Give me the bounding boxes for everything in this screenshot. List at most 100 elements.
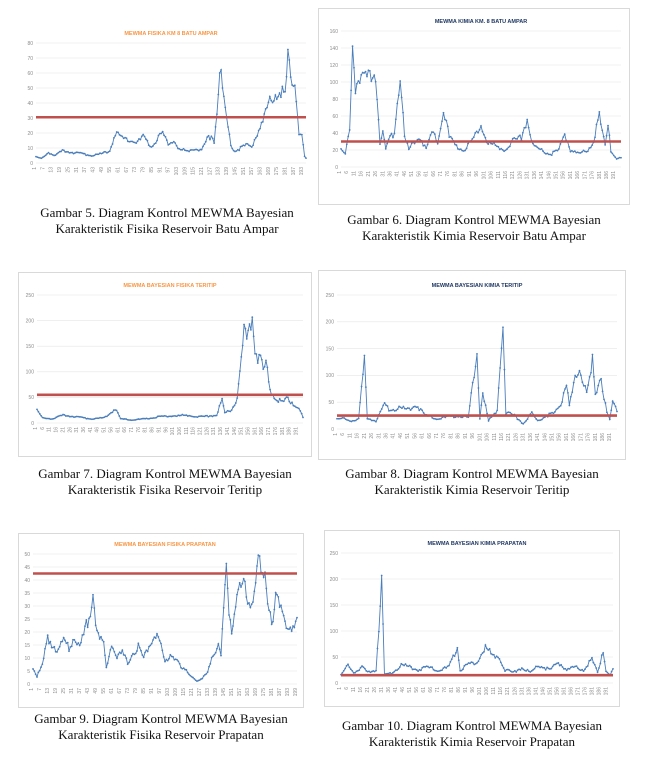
data-point: [484, 644, 487, 646]
x-tick-label: 61: [115, 427, 121, 433]
data-point: [57, 648, 60, 651]
x-tick-label: 141: [225, 427, 231, 436]
x-tick-label: 103: [165, 688, 171, 697]
data-point: [568, 145, 570, 148]
data-point: [233, 404, 236, 407]
x-tick-label: 61: [421, 687, 427, 693]
data-point: [193, 148, 196, 151]
data-point: [517, 135, 520, 138]
data-point: [603, 398, 605, 401]
x-tick-label: 6: [340, 433, 346, 436]
x-tick-label: 106: [177, 427, 183, 436]
data-point: [542, 150, 544, 153]
x-tick-label: 136: [218, 427, 224, 436]
data-point: [237, 382, 240, 385]
data-point: [356, 418, 359, 421]
chart-title: MEWMA BAYESIAN KIMIA TERITIP: [432, 283, 523, 289]
data-point: [60, 414, 63, 417]
data-point: [386, 142, 389, 145]
data-point: [64, 415, 67, 417]
data-point: [572, 666, 575, 669]
data-point: [185, 414, 188, 417]
data-point: [337, 417, 340, 420]
data-point: [537, 665, 540, 668]
y-tick-label: 250: [326, 293, 335, 299]
data-point: [249, 145, 252, 147]
data-point: [156, 139, 158, 142]
data-point: [359, 401, 361, 404]
data-point: [106, 415, 108, 418]
data-point: [86, 626, 89, 629]
x-tick-label: 96: [470, 433, 476, 439]
data-point: [433, 133, 436, 136]
data-point: [591, 656, 593, 659]
data-point: [303, 155, 306, 158]
data-point: [554, 663, 557, 666]
x-tick-label: 21: [366, 171, 372, 177]
data-point: [90, 155, 93, 157]
data-point: [104, 150, 107, 153]
data-point: [532, 669, 534, 671]
data-point: [210, 135, 213, 138]
data-point: [123, 418, 126, 420]
data-point: [491, 143, 494, 145]
data-point: [234, 605, 237, 608]
x-tick-label: 43: [85, 688, 91, 694]
data-point: [347, 663, 349, 666]
data-point: [399, 80, 402, 82]
data-point: [160, 642, 162, 645]
data-point: [354, 671, 356, 674]
y-tick-label: 20: [332, 148, 338, 154]
data-point: [495, 655, 498, 658]
data-point: [280, 399, 282, 402]
data-point: [408, 407, 411, 410]
data-point: [477, 131, 480, 134]
data-point: [600, 377, 603, 380]
data-point: [443, 666, 446, 668]
data-point: [40, 666, 42, 669]
data-point: [117, 653, 120, 656]
data-point: [502, 667, 505, 669]
data-point: [517, 418, 520, 421]
data-point: [90, 418, 93, 421]
data-point: [174, 415, 177, 417]
data-point: [181, 148, 184, 151]
data-point: [224, 106, 227, 109]
data-point: [359, 666, 362, 669]
data-point: [341, 149, 344, 152]
data-point: [49, 153, 51, 155]
x-tick-label: 139: [224, 167, 230, 176]
data-point: [471, 661, 474, 664]
data-point: [458, 148, 461, 151]
y-tick-label: 0: [27, 682, 30, 688]
data-point: [189, 415, 192, 417]
data-point: [273, 397, 276, 400]
data-point: [281, 85, 284, 88]
data-point: [94, 624, 97, 627]
figure-8-caption: Gambar 8. Diagram Kontrol MEWMA Bayesian…: [345, 466, 599, 497]
data-point: [562, 391, 565, 394]
data-point: [132, 141, 135, 144]
x-tick-label: 127: [197, 688, 203, 697]
data-point: [169, 653, 172, 656]
data-point: [185, 149, 188, 152]
data-point: [97, 153, 100, 156]
data-point: [361, 665, 363, 667]
data-point: [110, 645, 113, 648]
data-point: [302, 416, 304, 419]
y-tick-label: 50: [24, 552, 30, 558]
data-point: [35, 155, 37, 158]
data-point: [180, 666, 182, 669]
data-point: [108, 655, 110, 658]
data-point: [78, 644, 81, 647]
data-point: [245, 338, 248, 340]
data-point: [218, 648, 221, 651]
data-point: [221, 397, 224, 400]
data-point: [380, 408, 383, 410]
data-point: [568, 404, 571, 407]
data-point: [149, 145, 152, 148]
data-point: [118, 133, 121, 136]
data-point: [426, 143, 429, 146]
data-point: [383, 401, 386, 404]
data-point: [575, 151, 578, 154]
